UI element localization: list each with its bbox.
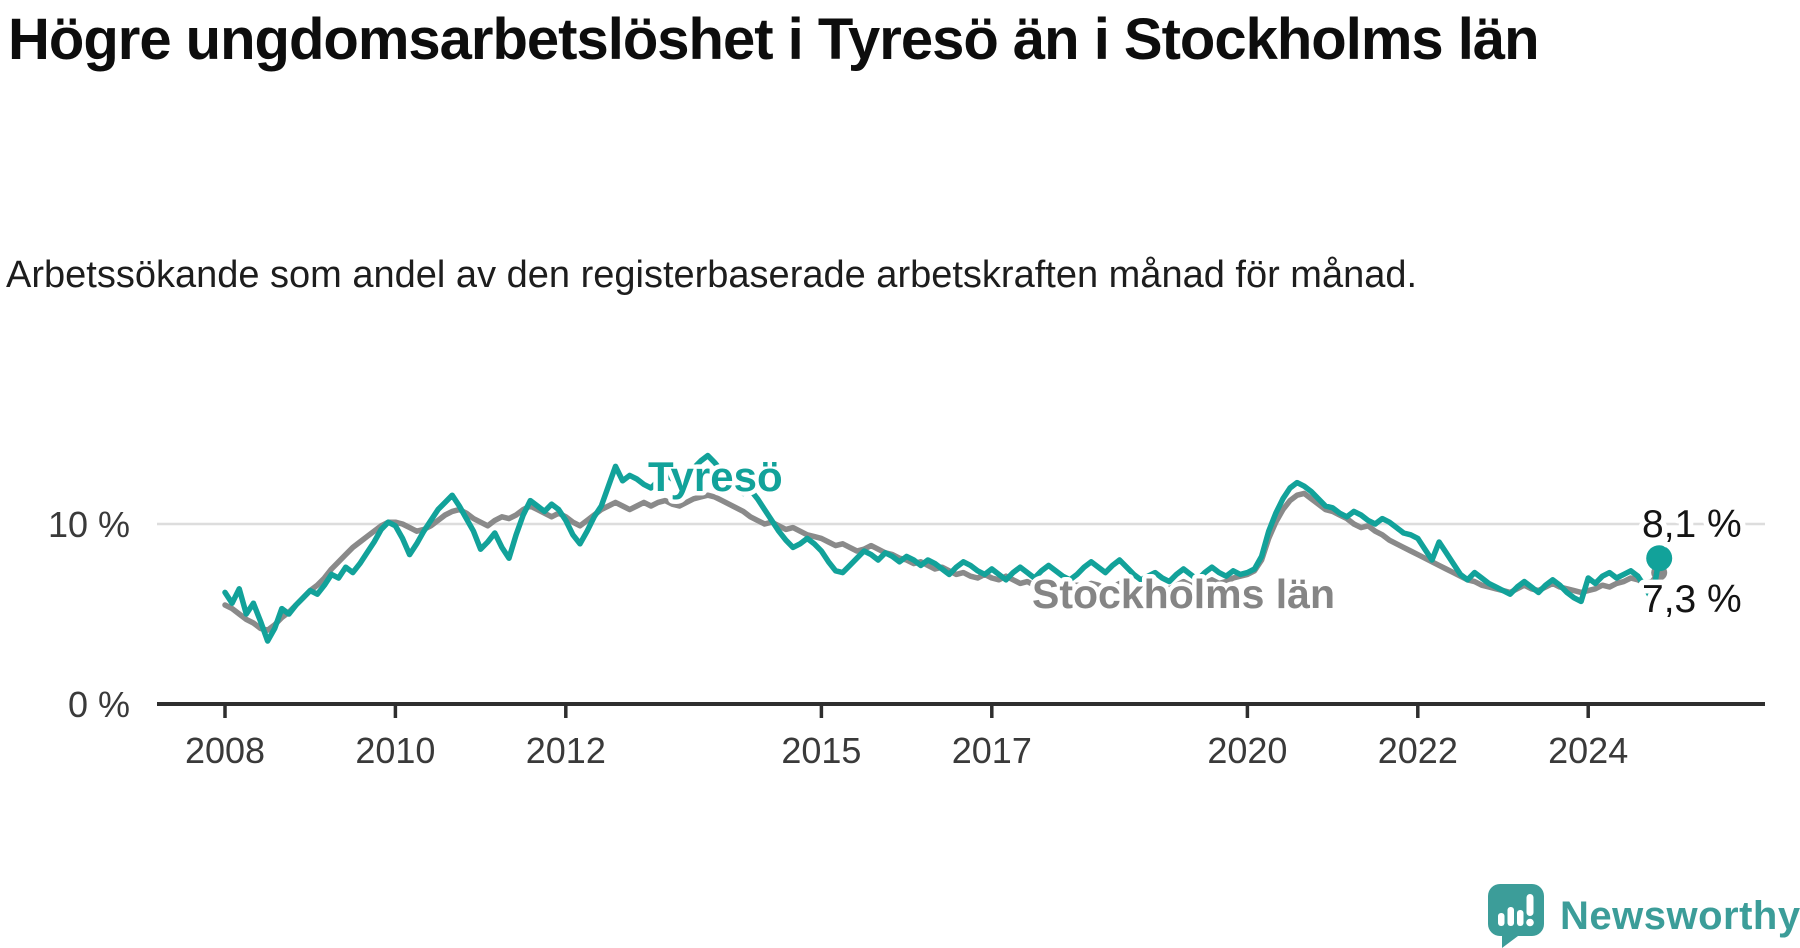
logo-bar-2 <box>1507 907 1514 926</box>
newsworthy-logo-text: Newsworthy <box>1560 893 1800 938</box>
newsworthy-logo-icon <box>1488 884 1544 948</box>
gridline-layer: 0 % 10 % <box>48 504 1765 725</box>
x-tick-label-2012: 2012 <box>526 730 606 771</box>
series-layer <box>222 452 1673 644</box>
end-dot-tyres- <box>1646 545 1673 572</box>
x-axis-layer: 2008 2010 2012 2015 2017 2020 2022 2024 <box>157 702 1765 771</box>
logo-bar-1 <box>1498 913 1505 926</box>
series-label-tyreso: Tyresö <box>648 453 783 500</box>
y-tick-label-10: 10 % <box>48 504 130 545</box>
end-value-label-tyreso: 8,1 % <box>1642 503 1742 546</box>
logo-bar-3 <box>1517 910 1524 926</box>
x-tick-label-2008: 2008 <box>185 730 265 771</box>
x-tick-label-2022: 2022 <box>1378 730 1458 771</box>
logo-exclamation-dot <box>1526 918 1534 927</box>
x-tick-label-2010: 2010 <box>355 730 435 771</box>
line-stockholms-l-n <box>222 490 1662 633</box>
x-tick-label-2015: 2015 <box>781 730 861 771</box>
newsworthy-logo: Newsworthy <box>1488 884 1800 948</box>
logo-bubble-shape <box>1488 884 1544 948</box>
x-tick-label-2017: 2017 <box>952 730 1032 771</box>
x-tick-label-2024: 2024 <box>1548 730 1628 771</box>
y-tick-label-0: 0 % <box>68 684 130 725</box>
end-value-label-stockholms-lan: 7,3 % <box>1642 578 1742 621</box>
series-label-stockholms-lan: Stockholms län <box>1032 571 1335 617</box>
logo-exclamation-stem <box>1526 894 1534 916</box>
line-tyres- <box>222 452 1662 644</box>
page-subtitle: Arbetssökande som andel av den registerb… <box>6 254 1418 296</box>
page-title: Högre ungdomsarbetslöshet i Tyresö än i … <box>8 7 1540 72</box>
x-tick-label-2020: 2020 <box>1207 730 1287 771</box>
